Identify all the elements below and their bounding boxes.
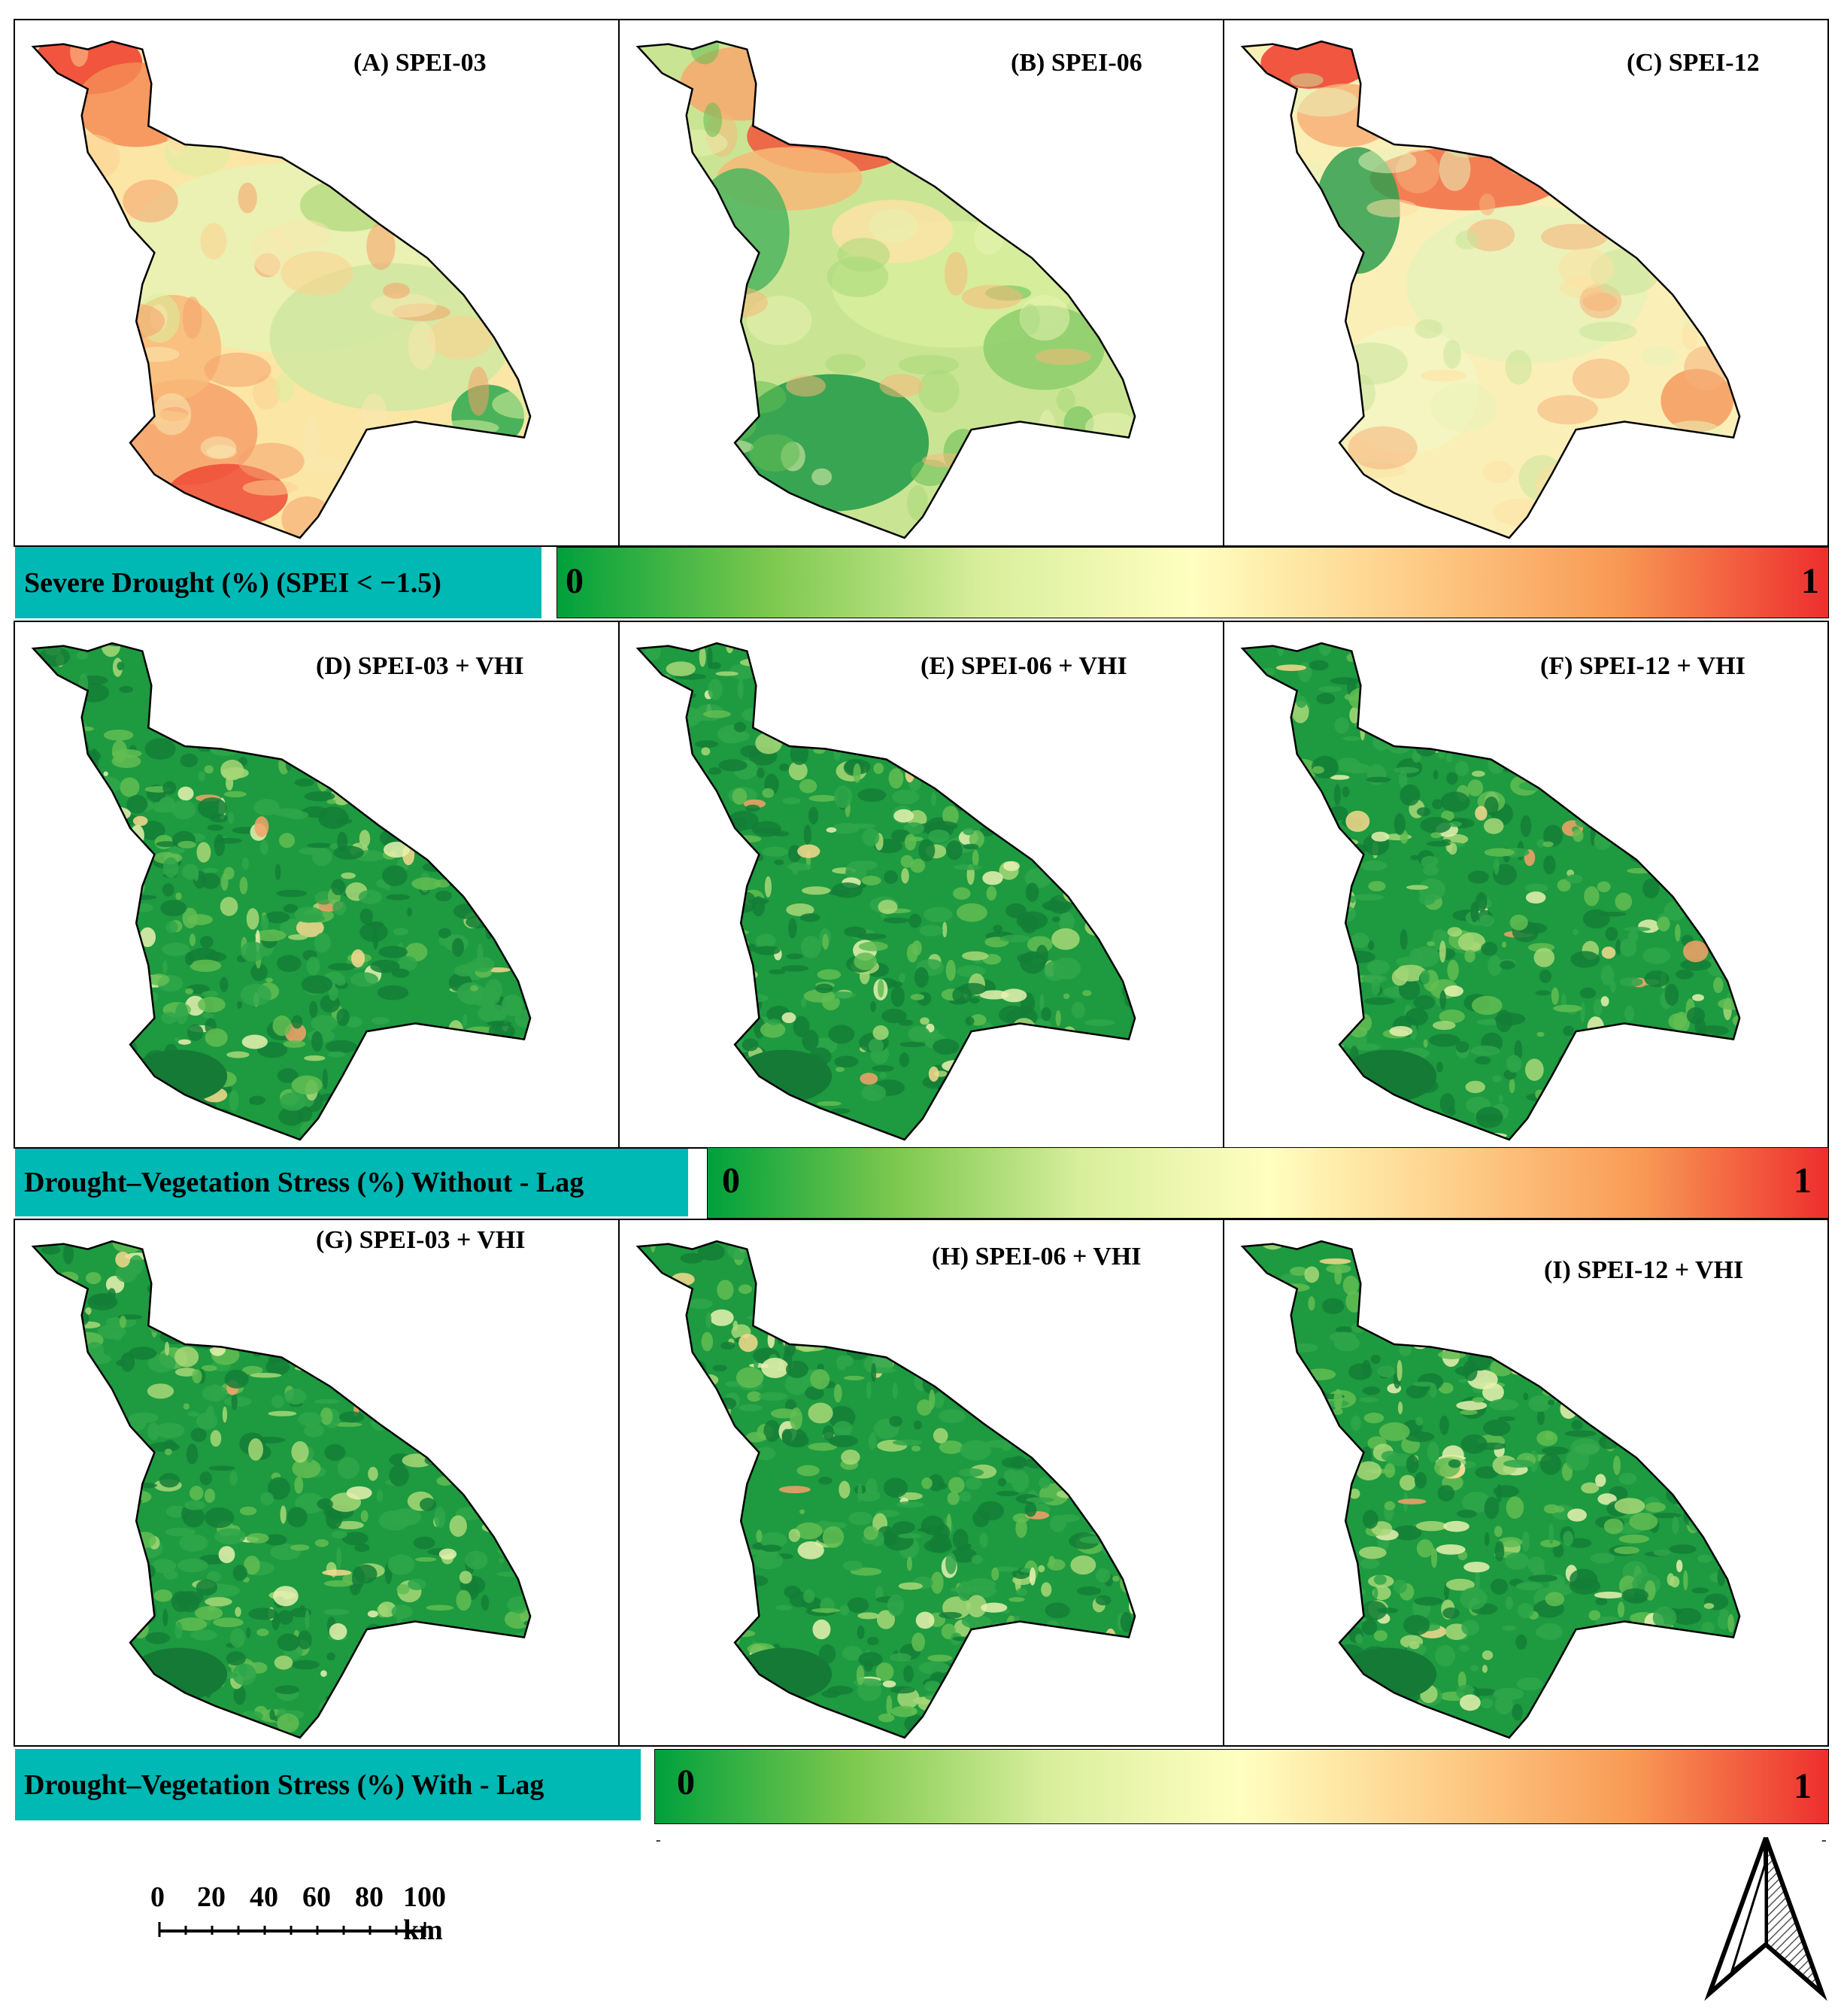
map-panel-f: (F) SPEI-12 + VHI — [1223, 621, 1829, 1149]
legend-min-severe-drought: 0 — [566, 561, 584, 601]
panel-title-a: (A) SPEI-03 — [353, 49, 487, 77]
scale-tick-label: 60 — [302, 1881, 331, 1913]
legend-tick-mark: - — [1821, 1832, 1827, 1848]
legend-max-with-lag: 1 — [1794, 1766, 1812, 1806]
legend-tick-mark: - — [656, 1832, 661, 1848]
legend-min-with-lag: 0 — [677, 1762, 695, 1802]
map-panel-e: (E) SPEI-06 + VHI — [618, 621, 1224, 1149]
map-panel-g: (G) SPEI-03 + VHI — [14, 1219, 620, 1747]
map-g — [31, 1240, 532, 1739]
map-c — [1240, 40, 1741, 539]
legend-ramp-severe-drought — [557, 547, 1829, 618]
scale-bar: 0 20 40 60 80 100 km — [150, 1881, 466, 1946]
legend-ramp-with-lag — [654, 1749, 1829, 1824]
panel-title-h: (H) SPEI-06 + VHI — [932, 1243, 1142, 1271]
panel-title-g: (G) SPEI-03 + VHI — [316, 1226, 526, 1254]
legend-label-severe-drought: Severe Drought (%) (SPEI < −1.5) — [15, 547, 541, 618]
map-panel-a: (A) SPEI-03 — [14, 19, 620, 547]
legend-label-with-lag: Drought–Vegetation Stress (%) With - Lag — [15, 1749, 641, 1820]
map-e — [635, 642, 1136, 1141]
scale-bar-line — [158, 1922, 426, 1937]
map-panel-h: (H) SPEI-06 + VHI — [618, 1219, 1224, 1747]
map-i — [1240, 1240, 1741, 1739]
legend-max-severe-drought: 1 — [1801, 561, 1819, 601]
scale-tick-label: 20 — [197, 1881, 226, 1913]
map-panel-d: (D) SPEI-03 + VHI — [14, 621, 620, 1149]
map-b — [635, 40, 1136, 539]
map-f — [1240, 642, 1741, 1141]
legend-ramp-without-lag — [707, 1147, 1829, 1219]
map-h — [635, 1240, 1136, 1739]
north-arrow-icon — [1704, 1836, 1827, 2001]
scale-tick-label: 40 — [250, 1881, 278, 1913]
map-panel-b: (B) SPEI-06 — [618, 19, 1224, 547]
scale-tick-label: 0 — [150, 1881, 165, 1913]
panel-title-b: (B) SPEI-06 — [1011, 49, 1142, 77]
map-a — [31, 40, 532, 539]
map-panel-i: (I) SPEI-12 + VHI — [1223, 1219, 1829, 1747]
map-panel-c: (C) SPEI-12 — [1223, 19, 1829, 547]
panel-title-i: (I) SPEI-12 + VHI — [1544, 1256, 1744, 1284]
legend-label-without-lag: Drought–Vegetation Stress (%) Without - … — [15, 1149, 688, 1216]
scale-tick-label: 80 — [355, 1881, 384, 1913]
panel-title-f: (F) SPEI-12 + VHI — [1540, 652, 1745, 680]
panel-title-c: (C) SPEI-12 — [1627, 49, 1760, 77]
map-d — [31, 642, 532, 1141]
legend-max-without-lag: 1 — [1794, 1161, 1812, 1201]
legend-min-without-lag: 0 — [722, 1161, 740, 1201]
panel-title-e: (E) SPEI-06 + VHI — [920, 652, 1127, 680]
panel-title-d: (D) SPEI-03 + VHI — [316, 652, 524, 680]
